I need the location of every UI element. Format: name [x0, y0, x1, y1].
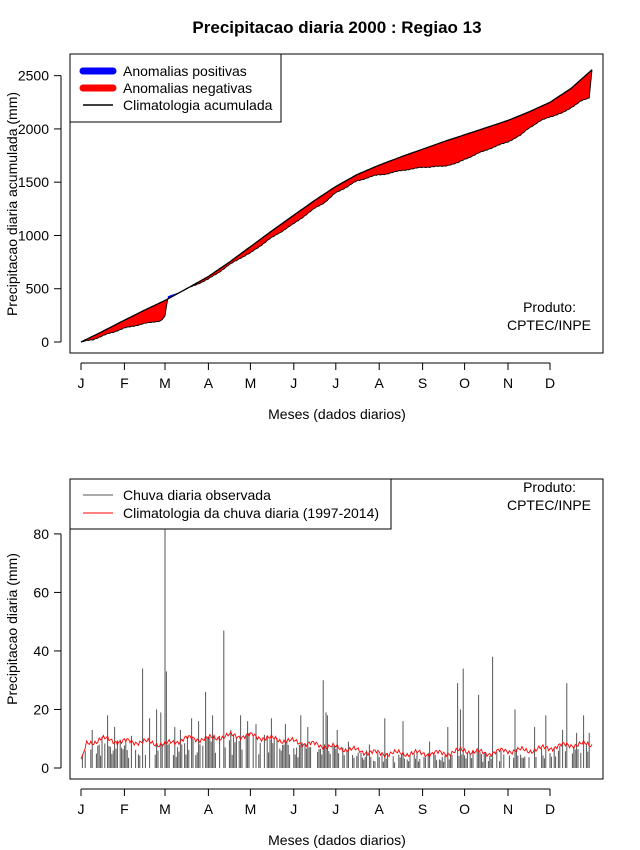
legend-observed-label: Chuva diaria observada [123, 487, 271, 503]
cumulative-y-tick-label: 0 [41, 334, 49, 350]
cumulative-x-tick-label: J [78, 375, 85, 391]
daily-axes: J F M A M J J A S O N D 0 20 40 60 80 [33, 526, 555, 817]
daily-x-tick-label: J [290, 801, 297, 817]
daily-y-tick-label: 60 [33, 584, 49, 600]
cumulative-plot-area [80, 69, 593, 343]
cumulative-x-tick-label: A [375, 375, 385, 391]
daily-x-tick-label: J [78, 801, 85, 817]
daily-y-tick-label: 80 [33, 526, 49, 542]
daily-y-tick-label: 0 [41, 760, 49, 776]
daily-x-tick-label: O [459, 801, 470, 817]
daily-legend: Chuva diaria observada Climatologia da c… [69, 478, 392, 530]
daily-x-tick-label: A [375, 801, 385, 817]
cumulative-y-tick-label: 500 [26, 281, 50, 297]
chart-title: Precipitacao diaria 2000 : Regiao 13 [192, 18, 481, 37]
cumulative-x-tick-label: D [545, 375, 555, 391]
cumulative-y-tick-label: 2500 [18, 68, 49, 84]
daily-x-tick-label: D [545, 801, 555, 817]
cumulative-x-tick-label: M [159, 375, 171, 391]
cumulative-legend: Anomalias positivas Anomalias negativas … [69, 53, 282, 123]
cumulative-y-tick-label: 1500 [18, 174, 49, 190]
cumulative-x-tick-label: S [418, 375, 427, 391]
daily-x-tick-label: M [245, 801, 257, 817]
cumulative-x-tick-label: J [332, 375, 339, 391]
daily-y-tick-label: 40 [33, 643, 49, 659]
daily-x-tick-label: M [159, 801, 171, 817]
cumulative-x-tick-label: A [204, 375, 214, 391]
cumulative-plot-frame [69, 53, 604, 354]
daily-x-tick-label: N [503, 801, 513, 817]
daily-y-axis-label: Precipitacao diaria (mm) [4, 553, 20, 705]
cumulative-product-source: CPTEC/INPE [507, 317, 591, 333]
daily-x-tick-label: J [332, 801, 339, 817]
observed-cumulative-line [80, 69, 593, 343]
daily-x-axis-label: Meses (dados diarios) [268, 832, 406, 848]
daily-plot-area [80, 490, 593, 768]
daily-panel: Meses (dados diarios) Precipitacao diari… [4, 478, 604, 848]
climatology-cumulative-line [80, 69, 593, 343]
cumulative-y-axis-label: Precipitacao diaria acumulada (mm) [4, 92, 20, 316]
cumulative-x-axis-label: Meses (dados diarios) [268, 406, 406, 422]
cumulative-product-label: Produto: [523, 299, 576, 315]
cumulative-y-tick-label: 2000 [18, 121, 49, 137]
daily-legend-box [69, 478, 392, 530]
cumulative-y-tick-label: 1000 [18, 227, 49, 243]
daily-product-label: Produto: [523, 479, 576, 495]
daily-x-tick-label: F [120, 801, 129, 817]
cumulative-axes: J F M A M J J A S O N D 0 500 1000 1500 2000 2500 [18, 68, 555, 391]
cumulative-panel: Meses (dados diarios) Precipitacao diari… [4, 53, 604, 422]
legend-daily-climatology-label: Climatologia da chuva diaria (1997-2014) [123, 505, 379, 521]
cumulative-x-tick-label: J [290, 375, 297, 391]
daily-y-tick-label: 20 [33, 701, 49, 717]
daily-x-tick-label: S [418, 801, 427, 817]
cumulative-x-tick-label: M [245, 375, 257, 391]
daily-x-tick-label: A [204, 801, 214, 817]
cumulative-x-tick-label: O [459, 375, 470, 391]
cumulative-x-tick-label: N [503, 375, 513, 391]
legend-positive-label: Anomalias positivas [123, 63, 247, 79]
cumulative-x-tick-label: F [120, 375, 129, 391]
legend-climatology-label: Climatologia acumulada [123, 97, 273, 113]
legend-negative-label: Anomalias negativas [123, 80, 252, 96]
daily-climatology-line [80, 730, 593, 760]
negative-anomaly-area [81, 69, 592, 343]
daily-product-source: CPTEC/INPE [507, 497, 591, 513]
